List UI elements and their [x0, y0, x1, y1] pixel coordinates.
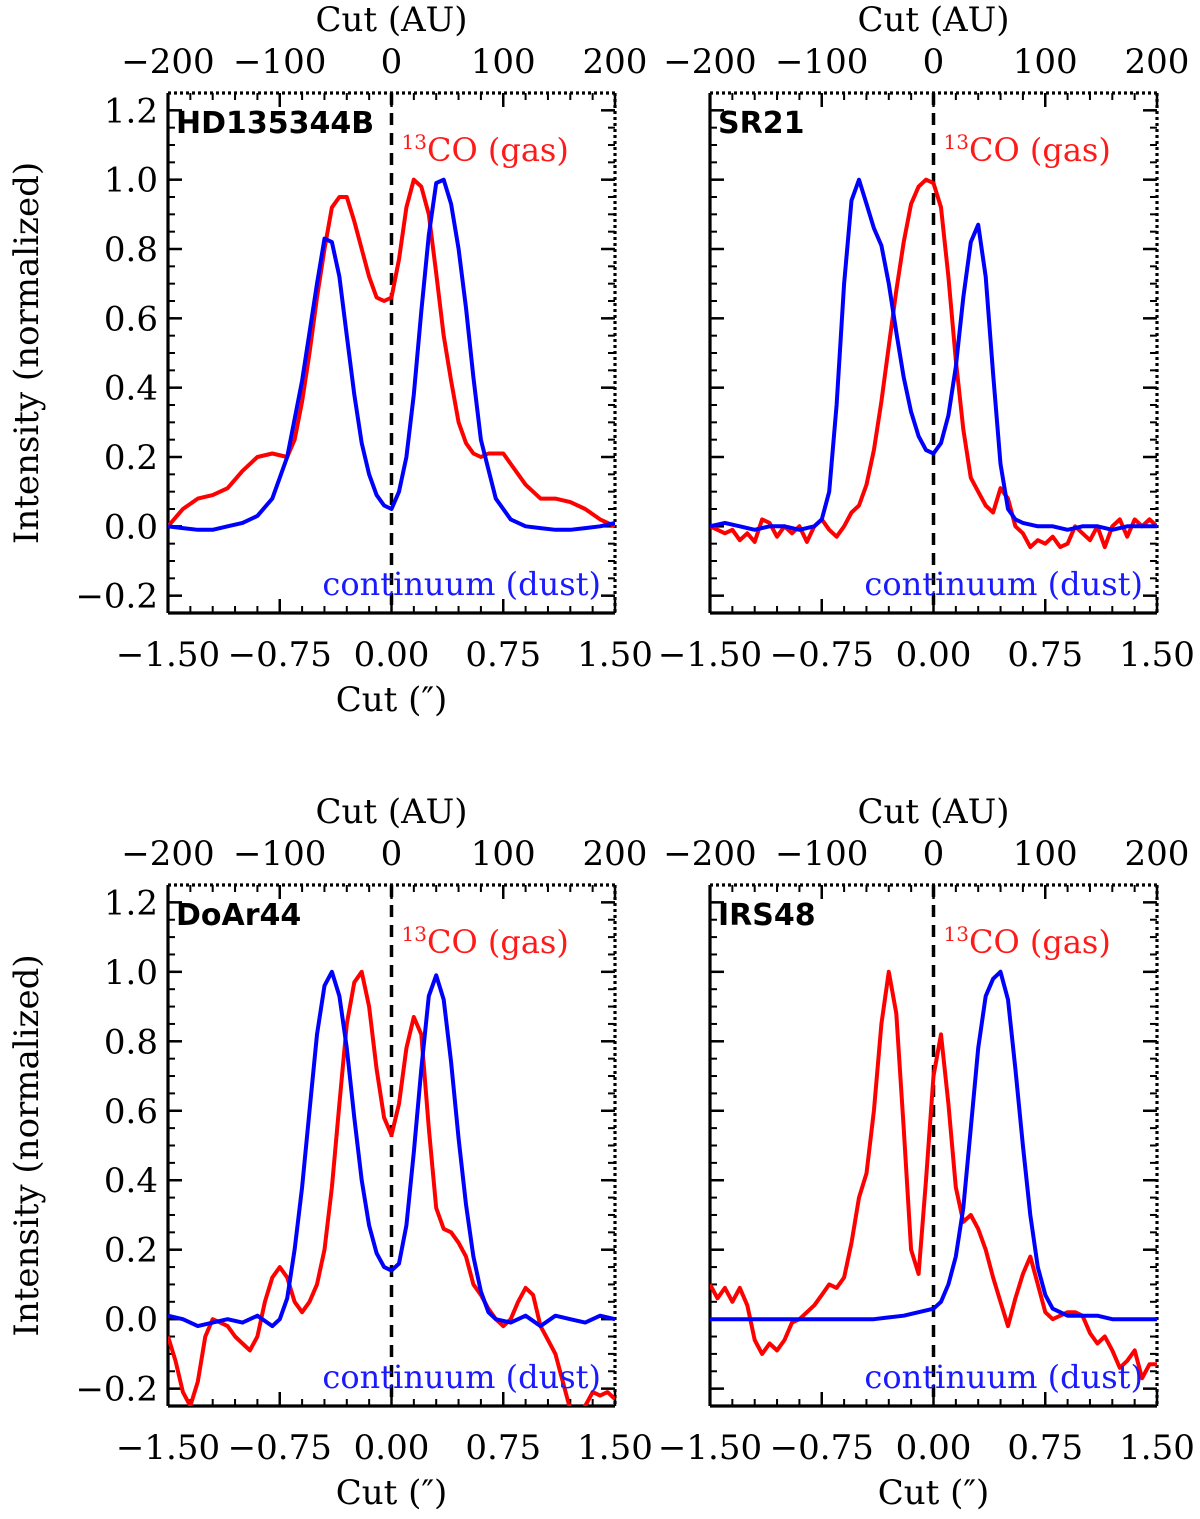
y-tick-label: 0.2 — [104, 1231, 158, 1271]
top-x-tick-label: 200 — [1125, 834, 1190, 874]
x-tick-label: 0.00 — [354, 1428, 430, 1468]
gas-legend-superscript: 13 — [402, 922, 427, 946]
y-tick-label: −0.2 — [75, 1370, 158, 1410]
y-axis-title: Intensity (normalized) — [7, 954, 47, 1336]
gas-legend-text: CO (gas) — [427, 923, 569, 961]
gas-legend-superscript: 13 — [944, 130, 969, 154]
top-x-tick-label: −100 — [775, 42, 868, 82]
x-tick-label: 1.50 — [1119, 1428, 1195, 1468]
gas-legend-label: 13CO (gas) — [402, 922, 569, 961]
top-x-tick-label: 0 — [923, 834, 945, 874]
panel-label: IRS48 — [718, 898, 816, 933]
gas-curve — [168, 177, 615, 529]
x-axis-title: Cut (″) — [336, 680, 448, 720]
dust-curve — [168, 177, 615, 532]
top-x-axis-title: Cut (AU) — [315, 792, 467, 832]
top-x-tick-label: 0 — [381, 42, 403, 82]
dust-legend-label: continuum (dust) — [322, 565, 601, 603]
panel-sr21: −1.50 −0.75 0.00 0.75 1.50 −200 −100 0 100 200 Cut… — [658, 0, 1195, 675]
y-axis-title: Intensity (normalized) — [7, 162, 47, 544]
y-tick-label: 0.0 — [104, 1300, 158, 1340]
top-x-tick-label: 200 — [583, 42, 648, 82]
top-x-tick-label: 100 — [471, 42, 536, 82]
x-tick-label: 0.75 — [1007, 635, 1083, 675]
x-tick-label: −0.75 — [228, 635, 332, 675]
y-tick-label: 1.2 — [104, 91, 158, 131]
y-tick-label: −0.2 — [75, 577, 158, 617]
y-tick-label: 0.6 — [104, 1092, 158, 1132]
x-tick-label: 0.75 — [465, 635, 541, 675]
top-x-tick-label: −200 — [663, 834, 756, 874]
top-x-tick-label: 0 — [923, 42, 945, 82]
top-x-tick-label: 0 — [381, 834, 403, 874]
panel-label: DoAr44 — [176, 898, 301, 933]
top-x-tick-label: 100 — [471, 834, 536, 874]
x-tick-label: −1.50 — [658, 1428, 762, 1468]
x-tick-label: −1.50 — [658, 635, 762, 675]
panel-label: SR21 — [718, 106, 804, 141]
panel-doar44: −1.50 −0.75 0.00 0.75 1.50 −200 −100 0 100 200 Cut… — [7, 792, 653, 1513]
top-x-tick-label: −200 — [121, 834, 214, 874]
x-tick-label: 0.00 — [354, 635, 430, 675]
dust-curve — [710, 969, 1157, 1322]
y-tick-label: 0.2 — [104, 438, 158, 478]
x-tick-label: 0.00 — [896, 1428, 972, 1468]
top-x-tick-label: 100 — [1013, 834, 1078, 874]
top-x-axis-title: Cut (AU) — [315, 0, 467, 40]
top-x-tick-label: 200 — [1125, 42, 1190, 82]
top-x-axis-title: Cut (AU) — [857, 792, 1009, 832]
dust-legend-label: continuum (dust) — [322, 1358, 601, 1396]
top-x-tick-label: −100 — [775, 834, 868, 874]
x-tick-label: −0.75 — [228, 1428, 332, 1468]
y-tick-label: 0.4 — [104, 369, 158, 409]
dust-legend-label: continuum (dust) — [864, 565, 1143, 603]
dust-curve — [710, 177, 1157, 532]
x-axis-title: Cut (″) — [336, 1473, 448, 1513]
x-tick-label: 0.00 — [896, 635, 972, 675]
top-x-tick-label: 200 — [583, 834, 648, 874]
x-tick-label: −1.50 — [116, 635, 220, 675]
y-tick-label: 0.0 — [104, 507, 158, 547]
panel-label: HD135344B — [176, 106, 374, 141]
x-tick-label: 0.75 — [1007, 1428, 1083, 1468]
y-tick-label: 0.8 — [104, 1022, 158, 1062]
x-tick-label: 1.50 — [1119, 635, 1195, 675]
gas-legend-text: CO (gas) — [969, 131, 1111, 169]
gas-legend-superscript: 13 — [944, 922, 969, 946]
gas-legend-label: 13CO (gas) — [944, 922, 1111, 961]
gas-legend-text: CO (gas) — [969, 923, 1111, 961]
gas-curve — [710, 177, 1157, 550]
x-tick-label: −0.75 — [770, 1428, 874, 1468]
x-tick-label: −1.50 — [116, 1428, 220, 1468]
y-tick-label: 1.0 — [104, 953, 158, 993]
y-tick-label: 0.6 — [104, 299, 158, 339]
top-x-tick-label: −200 — [663, 42, 756, 82]
x-axis-title: Cut (″) — [878, 1473, 990, 1513]
top-x-axis-title: Cut (AU) — [857, 0, 1009, 40]
y-tick-label: 0.4 — [104, 1161, 158, 1201]
top-x-tick-label: −100 — [233, 42, 326, 82]
dust-legend-label: continuum (dust) — [864, 1358, 1143, 1396]
x-tick-label: −0.75 — [770, 635, 874, 675]
x-tick-label: 1.50 — [577, 635, 653, 675]
top-x-tick-label: 100 — [1013, 42, 1078, 82]
y-tick-label: 0.8 — [104, 230, 158, 270]
gas-legend-superscript: 13 — [402, 130, 427, 154]
gas-legend-label: 13CO (gas) — [944, 130, 1111, 169]
y-tick-label: 1.2 — [104, 883, 158, 923]
top-x-tick-label: −200 — [121, 42, 214, 82]
panel-hd135344b: −1.50 −0.75 0.00 0.75 1.50 −200 −100 0 100 200 Cut… — [7, 0, 653, 720]
x-tick-label: 0.75 — [465, 1428, 541, 1468]
gas-legend-label: 13CO (gas) — [402, 130, 569, 169]
x-tick-label: 1.50 — [577, 1428, 653, 1468]
gas-legend-text: CO (gas) — [427, 131, 569, 169]
dust-curve — [168, 969, 615, 1329]
y-tick-label: 1.0 — [104, 161, 158, 201]
panel-irs48: −1.50 −0.75 0.00 0.75 1.50 −200 −100 0 100 200 Cut… — [658, 792, 1195, 1513]
top-x-tick-label: −100 — [233, 834, 326, 874]
